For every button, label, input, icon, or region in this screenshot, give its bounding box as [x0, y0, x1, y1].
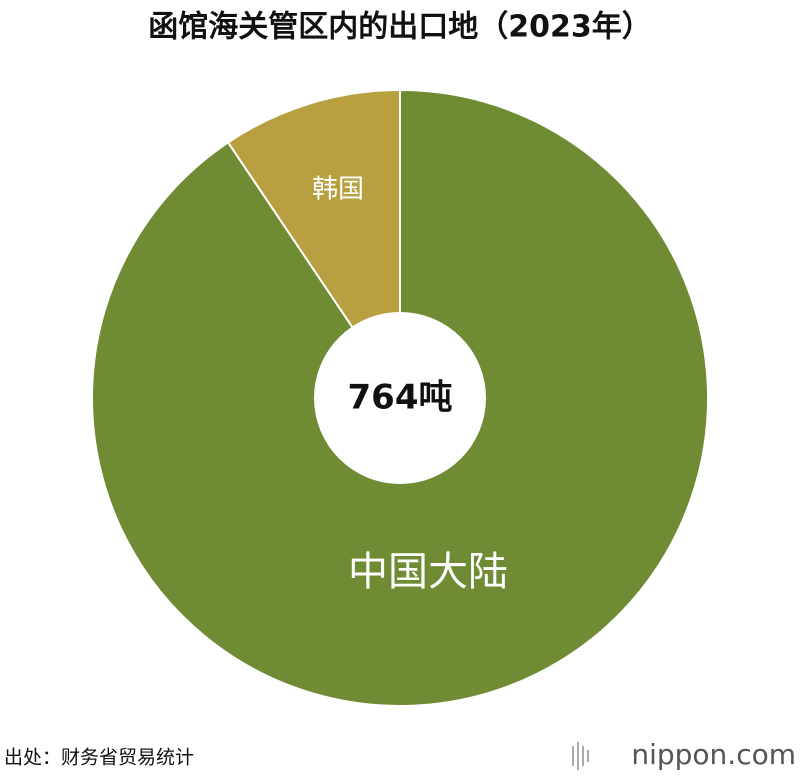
slice — [226, 88, 401, 402]
logo: nippon.com — [631, 738, 796, 771]
donut-hole — [314, 312, 486, 484]
slice-label: 韩国 — [312, 175, 364, 205]
logo-icon — [572, 742, 589, 770]
source: 出处：财务省贸易统计 — [4, 747, 194, 769]
chart-title: 函馆海关管区内的出口地（2023年） — [148, 10, 652, 45]
center-label: 764吨 — [348, 378, 453, 418]
slice-label: 中国大陆 — [348, 549, 508, 595]
